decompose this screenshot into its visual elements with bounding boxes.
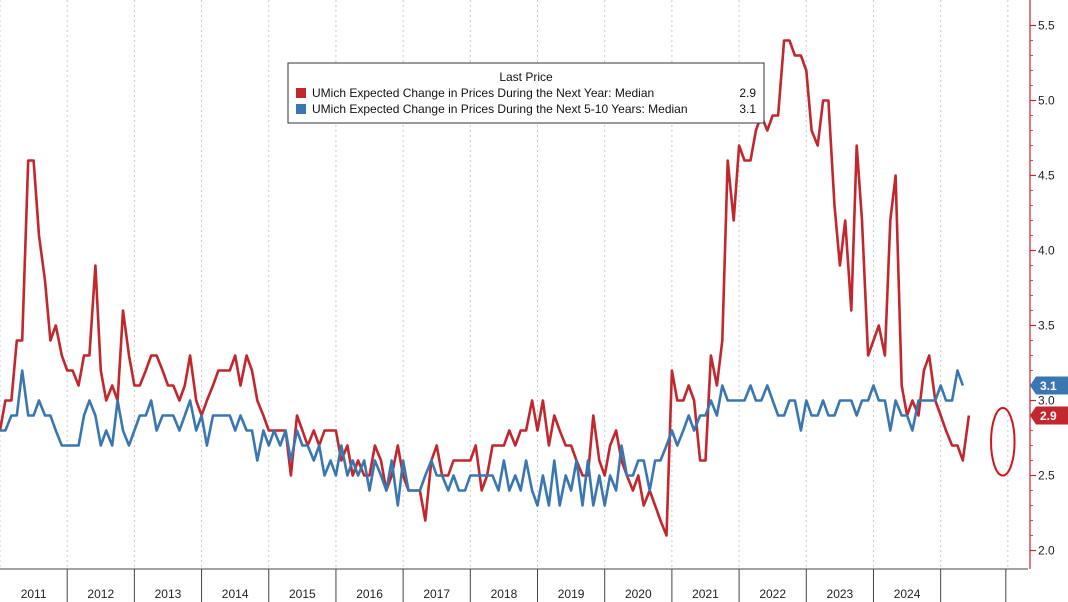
x-tick-label: 2023: [827, 587, 854, 601]
last-value-tag: 2.9: [1030, 406, 1068, 425]
y-tick-label: 4.0: [1038, 244, 1055, 258]
last-value-tag-bg: [1030, 376, 1068, 395]
y-tick-label: 3.0: [1038, 394, 1055, 408]
annotation-ellipse: [990, 407, 1016, 477]
legend-swatch: [296, 104, 306, 114]
last-value-tag-text: 2.9: [1040, 409, 1057, 423]
x-tick-label: 2015: [289, 587, 316, 601]
legend-entry-label: UMich Expected Change in Prices During t…: [312, 86, 654, 100]
x-tick-label: 2013: [155, 587, 182, 601]
legend-entry-last: 3.1: [739, 102, 756, 116]
y-tick-label: 4.5: [1038, 169, 1055, 183]
x-tick-label: 2016: [356, 587, 383, 601]
annotations: [990, 407, 1016, 477]
x-tick-label: 2022: [759, 587, 786, 601]
x-tick-label: 2020: [625, 587, 652, 601]
x-tick-label: 2021: [692, 587, 719, 601]
x-tick-label: 2014: [222, 587, 249, 601]
legend-entry-label: UMich Expected Change in Prices During t…: [312, 102, 688, 116]
legend-box: [287, 62, 765, 124]
y-tick-label: 3.5: [1038, 319, 1055, 333]
x-tick-label: 2011: [21, 587, 47, 601]
x-tick-label: 2019: [558, 587, 585, 601]
series-lines: [0, 39, 971, 537]
y-tick-label: 2.5: [1038, 469, 1055, 483]
series-line-5-10-years: [0, 369, 965, 507]
x-tick-label: 2012: [87, 587, 114, 601]
x-tick-label: 2024: [894, 587, 921, 601]
y-tick-label: 5.0: [1038, 94, 1055, 108]
series-line-next-year: [0, 39, 971, 537]
last-value-tag: 3.1: [1030, 376, 1068, 395]
y-tick-label: 2.0: [1038, 544, 1055, 558]
legend-swatch: [296, 88, 306, 98]
x-tick-label: 2018: [491, 587, 518, 601]
legend-entry-last: 2.9: [739, 86, 756, 100]
x-tick-label: 2017: [423, 587, 450, 601]
y-tick-label: 5.5: [1038, 19, 1055, 33]
legend: Last Price UMich Expected Change in Price…: [287, 62, 765, 124]
last-value-tag-text: 3.1: [1040, 379, 1057, 393]
last-value-tag-bg: [1030, 406, 1068, 425]
legend-header: Last Price: [499, 70, 553, 84]
